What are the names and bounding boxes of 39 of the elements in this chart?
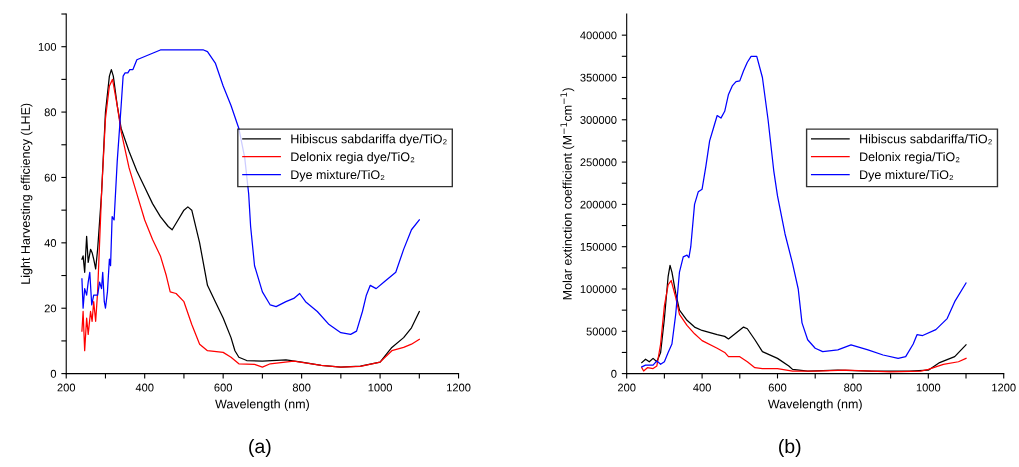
y-tick-label: 150000: [580, 242, 617, 251]
x-tick-label: 1000: [368, 383, 393, 392]
legend-label: Delonix regia dye/TiO₂: [291, 152, 415, 164]
text: (b): [779, 438, 801, 458]
y-tick-label: 250000: [580, 158, 617, 167]
y-tick-label: 350000: [580, 73, 617, 82]
x-tick-label: 800: [844, 383, 862, 392]
text: (a): [249, 438, 271, 458]
legend-label: Dye mixture/TiO₂: [860, 169, 954, 182]
y-tick-label: 60: [44, 173, 57, 182]
legend-label: Hibiscus sabdariffa/TiO₂: [860, 134, 992, 145]
x-tick-label: 200: [57, 383, 76, 392]
x-tick-label: 1200: [992, 383, 1016, 392]
legend-label: Dye mixture/TiO₂: [291, 169, 385, 182]
y-axis-title: Light Harvesting efficiency (LHE): [20, 103, 33, 284]
x-axis-title: Wavelength (nm): [767, 399, 862, 411]
y-tick-label: 200000: [580, 200, 617, 209]
y-tick-label: 50000: [586, 327, 617, 336]
x-tick-label: 400: [693, 383, 711, 392]
x-tick-label: 800: [292, 383, 311, 392]
x-axis-title: Wavelength (nm): [215, 399, 309, 411]
legend-label: Delonix regia/TiO₂: [860, 152, 960, 164]
y-tick-label: 100: [38, 42, 57, 51]
x-tick-label: 1000: [916, 383, 941, 392]
y-tick-label: 80: [44, 108, 57, 117]
y-axis-title: Molar extinction coefficient (M$^{−1}$cm$^{−1}$): [560, 88, 575, 300]
y-tick-label: 0: [50, 369, 57, 378]
y-tick-label: 20: [44, 304, 57, 313]
x-tick-label: 600: [214, 383, 232, 392]
x-tick-label: 1200: [447, 383, 471, 392]
x-tick-label: 400: [135, 383, 154, 392]
x-tick-label: 600: [768, 383, 787, 392]
y-tick-label: 300000: [580, 116, 617, 124]
y-tick-label: 400000: [580, 31, 617, 40]
legend-label: Hibiscus sabdariffa dye/TiO₂: [291, 134, 447, 146]
x-tick-label: 200: [617, 383, 636, 392]
y-tick-label: 100000: [580, 285, 617, 294]
y-tick-label: 0: [611, 369, 617, 378]
y-tick-label: 40: [44, 239, 57, 247]
